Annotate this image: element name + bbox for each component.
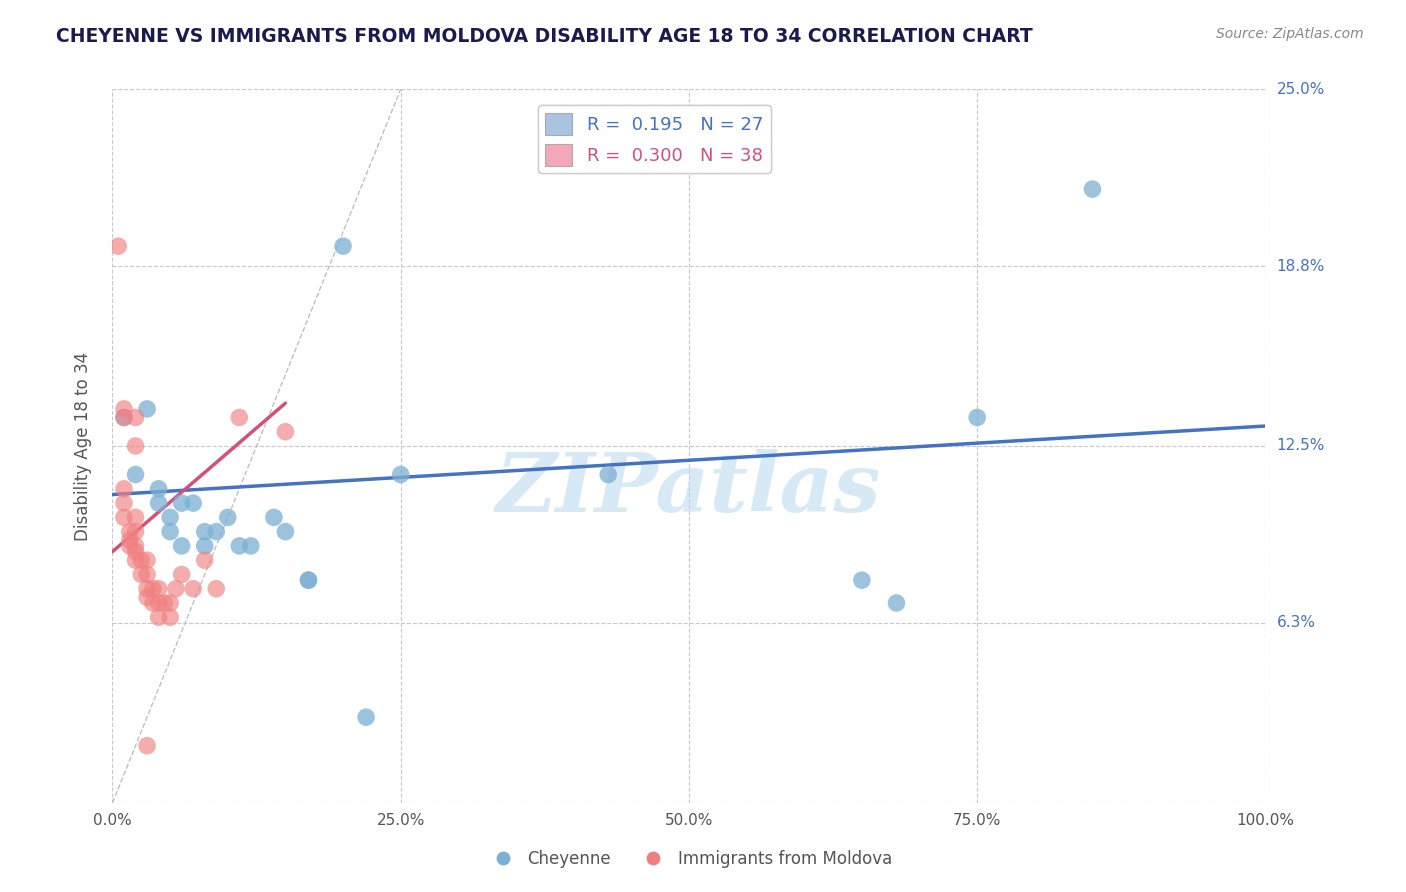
Point — [1081, 182, 1104, 196]
Y-axis label: Disability Age 18 to 34: Disability Age 18 to 34 — [73, 351, 91, 541]
Point — [297, 573, 319, 587]
Point — [129, 553, 153, 567]
Point — [124, 510, 146, 524]
Point — [124, 539, 146, 553]
Point — [886, 596, 908, 610]
Point — [148, 582, 170, 596]
Point — [181, 496, 204, 510]
Point — [159, 524, 181, 539]
Text: 25.0%: 25.0% — [1277, 82, 1324, 96]
Point — [153, 596, 176, 610]
Point — [170, 567, 193, 582]
Point — [142, 596, 165, 610]
Text: ZIPatlas: ZIPatlas — [496, 449, 882, 529]
Point — [966, 410, 988, 425]
Point — [159, 510, 181, 524]
Point — [136, 582, 159, 596]
Point — [112, 482, 135, 496]
Point — [148, 482, 170, 496]
Point — [148, 496, 170, 510]
Point — [129, 567, 153, 582]
Point — [170, 496, 193, 510]
Text: 18.8%: 18.8% — [1277, 259, 1324, 274]
Point — [194, 539, 217, 553]
Legend: R =  0.195   N = 27, R =  0.300   N = 38: R = 0.195 N = 27, R = 0.300 N = 38 — [538, 105, 770, 173]
Point — [124, 467, 146, 482]
Point — [228, 539, 250, 553]
Point — [205, 524, 228, 539]
Point — [112, 410, 135, 425]
Text: CHEYENNE VS IMMIGRANTS FROM MOLDOVA DISABILITY AGE 18 TO 34 CORRELATION CHART: CHEYENNE VS IMMIGRANTS FROM MOLDOVA DISA… — [56, 27, 1033, 45]
Point — [136, 553, 159, 567]
Point — [124, 524, 146, 539]
Point — [148, 596, 170, 610]
Point — [274, 425, 297, 439]
Point — [107, 239, 129, 253]
Point — [124, 410, 146, 425]
Point — [124, 439, 146, 453]
Point — [118, 533, 141, 548]
Point — [205, 582, 228, 596]
Point — [112, 496, 135, 510]
Point — [124, 553, 146, 567]
Point — [228, 410, 250, 425]
Point — [263, 510, 285, 524]
Point — [159, 610, 181, 624]
Text: 12.5%: 12.5% — [1277, 439, 1324, 453]
Point — [851, 573, 873, 587]
Point — [136, 591, 159, 605]
Point — [389, 467, 412, 482]
Point — [136, 739, 159, 753]
Point — [274, 524, 297, 539]
Point — [136, 401, 159, 416]
Point — [170, 539, 193, 553]
Point — [217, 510, 239, 524]
Point — [332, 239, 354, 253]
Point — [148, 610, 170, 624]
Point — [112, 401, 135, 416]
Point — [142, 582, 165, 596]
Point — [136, 567, 159, 582]
Legend: Cheyenne, Immigrants from Moldova: Cheyenne, Immigrants from Moldova — [479, 844, 898, 875]
Point — [297, 573, 319, 587]
Point — [124, 544, 146, 558]
Point — [354, 710, 377, 724]
Text: 6.3%: 6.3% — [1277, 615, 1316, 631]
Point — [181, 582, 204, 596]
Point — [194, 553, 217, 567]
Point — [118, 539, 141, 553]
Point — [598, 467, 620, 482]
Point — [239, 539, 262, 553]
Point — [112, 410, 135, 425]
Text: Source: ZipAtlas.com: Source: ZipAtlas.com — [1216, 27, 1364, 41]
Point — [118, 524, 141, 539]
Point — [194, 524, 217, 539]
Point — [112, 510, 135, 524]
Point — [165, 582, 187, 596]
Point — [159, 596, 181, 610]
